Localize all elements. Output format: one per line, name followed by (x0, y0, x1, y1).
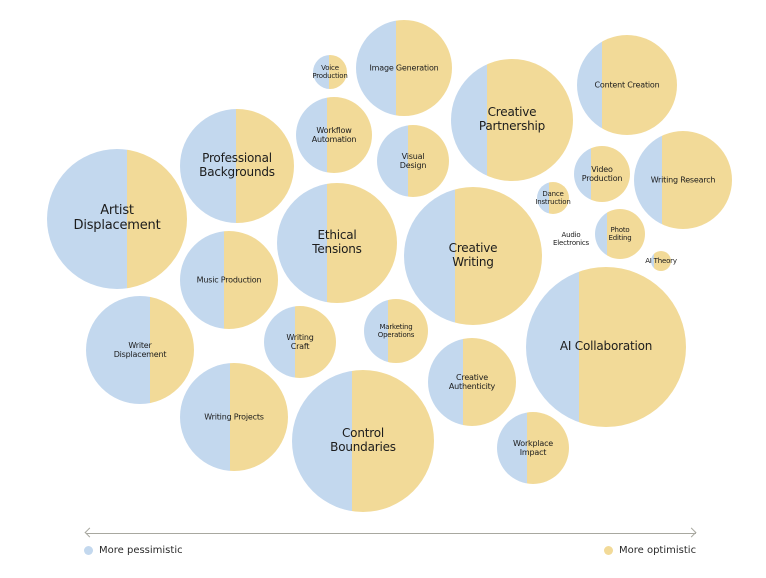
topic-bubble (651, 251, 671, 271)
topic-bubble (356, 20, 452, 116)
topic-bubble (277, 183, 397, 303)
topic-bubble (377, 125, 449, 197)
legend-pessimistic-label: More pessimistic (99, 545, 183, 556)
topic-bubble (86, 296, 194, 404)
topic-bubble (451, 59, 573, 181)
topic-bubble (577, 35, 677, 135)
topic-bubble (180, 231, 278, 329)
topic-bubble (595, 209, 645, 259)
topic-bubble (634, 131, 732, 229)
topic-bubble (47, 149, 187, 289)
legend-dot-optimistic-icon (604, 546, 613, 555)
topic-bubble (313, 55, 347, 89)
topic-bubble (296, 97, 372, 173)
topic-bubble (497, 412, 569, 484)
topic-bubble (526, 267, 686, 427)
legend-dot-pessimistic-icon (84, 546, 93, 555)
topic-bubble (404, 187, 542, 325)
legend-optimistic-label: More optimistic (619, 545, 697, 556)
sentiment-axis-line (86, 533, 696, 534)
topic-label: Audio Electronics (553, 230, 589, 247)
topic-bubble (264, 306, 336, 378)
topic-bubble (180, 363, 288, 471)
topic-bubble (537, 182, 569, 214)
legend-optimistic: More optimistic (604, 545, 696, 556)
topic-bubble (180, 109, 294, 223)
topic-bubble (292, 370, 434, 512)
legend-pessimistic: More pessimistic (84, 545, 183, 556)
topic-bubble (574, 146, 630, 202)
topic-bubble (428, 338, 516, 426)
topic-bubble (364, 299, 428, 363)
